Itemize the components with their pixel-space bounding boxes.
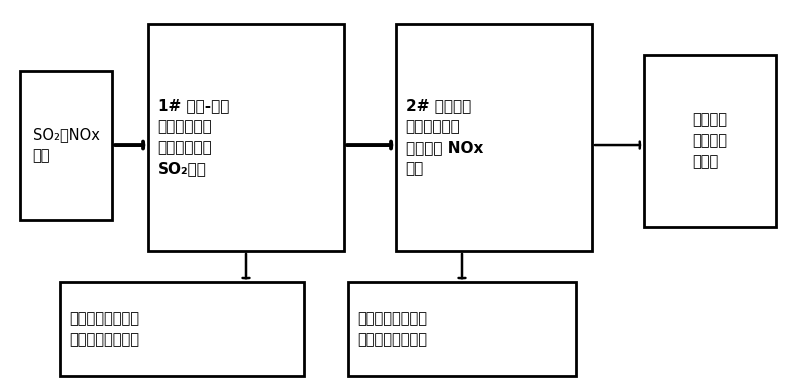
Text: 2# 生物膜填
料塔主要进行
烟气脱除 NOx
处理: 2# 生物膜填 料塔主要进行 烟气脱除 NOx 处理 — [406, 98, 483, 176]
Bar — [396, 24, 592, 251]
Bar — [348, 282, 576, 376]
Text: SO₂、NOx
烟气: SO₂、NOx 烟气 — [33, 127, 99, 163]
Bar — [148, 24, 344, 251]
Bar — [644, 55, 776, 227]
Bar — [60, 282, 304, 376]
Bar — [20, 71, 112, 220]
Text: 净化处理
后烟气达
标排放: 净化处理 后烟气达 标排放 — [693, 113, 727, 170]
Text: 以硫酸为主的副产
品回收、综合利用: 以硫酸为主的副产 品回收、综合利用 — [70, 311, 139, 347]
Text: 1# 催化-生物
膜填料塔主要
进行烟气脱除
SO₂处理: 1# 催化-生物 膜填料塔主要 进行烟气脱除 SO₂处理 — [158, 98, 229, 176]
Text: 以睢酸为主的副产
品回收、综合利用: 以睢酸为主的副产 品回收、综合利用 — [358, 311, 428, 347]
